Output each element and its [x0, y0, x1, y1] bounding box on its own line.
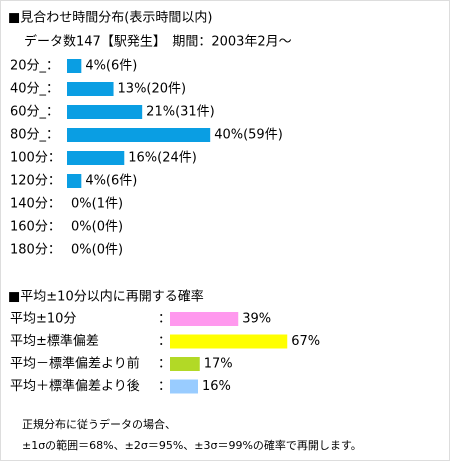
value-label: 0%(0件): [71, 243, 123, 258]
value-label: 0%(1件): [71, 197, 123, 212]
separator: ：: [158, 357, 171, 372]
category-label: 140分：: [10, 197, 61, 212]
value-label: 16%: [202, 379, 231, 394]
bar: [170, 379, 198, 394]
bar: [67, 128, 211, 142]
separator: ：: [158, 312, 171, 327]
value-label: 16%(24件): [128, 151, 197, 166]
category-label: 平均＋標準偏差より後: [10, 378, 140, 394]
category-label: 60分_：: [10, 105, 59, 120]
bar: [170, 312, 239, 326]
bar: [67, 82, 114, 96]
value-label: 40%(59件): [214, 128, 283, 143]
category-label: 平均－標準偏差より前: [10, 356, 140, 372]
value-label: 17%: [204, 357, 233, 372]
value-label: 0%(0件): [71, 220, 123, 235]
category-label: 120分：: [10, 174, 61, 189]
bar: [67, 151, 125, 165]
chart-subtitle: データ数147【駅発生】 期間：2003年2月～: [24, 34, 292, 50]
bar: [170, 357, 200, 371]
bar: [67, 174, 82, 188]
bar: [67, 59, 82, 73]
value-label: 39%: [242, 312, 271, 327]
category-label: 80分_：: [10, 128, 59, 143]
value-label: 67%: [291, 334, 320, 349]
category-label: 160分：: [10, 220, 61, 235]
category-label: 平均±10分: [10, 312, 76, 327]
value-label: 4%(6件): [85, 174, 137, 189]
note: ±1σの範囲＝68%、±2σ＝95%、±3σ＝99%の確率で再開します。: [22, 438, 362, 452]
value-label: 4%(6件): [85, 59, 137, 74]
category-label: 100分：: [10, 151, 61, 166]
note: 正規分布に従うデータの場合、: [22, 417, 176, 431]
category-label: 40分_：: [10, 82, 59, 97]
category-label: 平均±標準偏差: [10, 333, 99, 349]
value-label: 21%(31件): [146, 105, 215, 120]
separator: ：: [158, 334, 171, 349]
value-label: 13%(20件): [118, 82, 187, 97]
bar: [67, 105, 143, 119]
category-label: 180分：: [10, 243, 61, 258]
bar: [170, 334, 288, 349]
category-label: 20分_：: [10, 59, 59, 74]
chart-title: ■見合わせ時間分布(表示時間以内): [8, 10, 212, 26]
separator: ：: [158, 379, 171, 394]
chart-title: ■平均±10分以内に再開する確率: [8, 289, 204, 305]
